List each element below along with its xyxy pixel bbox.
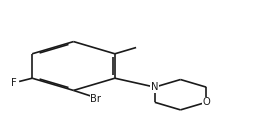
Text: O: O <box>202 97 210 107</box>
Text: Br: Br <box>91 94 101 104</box>
Text: F: F <box>11 78 17 88</box>
Text: N: N <box>151 82 159 92</box>
